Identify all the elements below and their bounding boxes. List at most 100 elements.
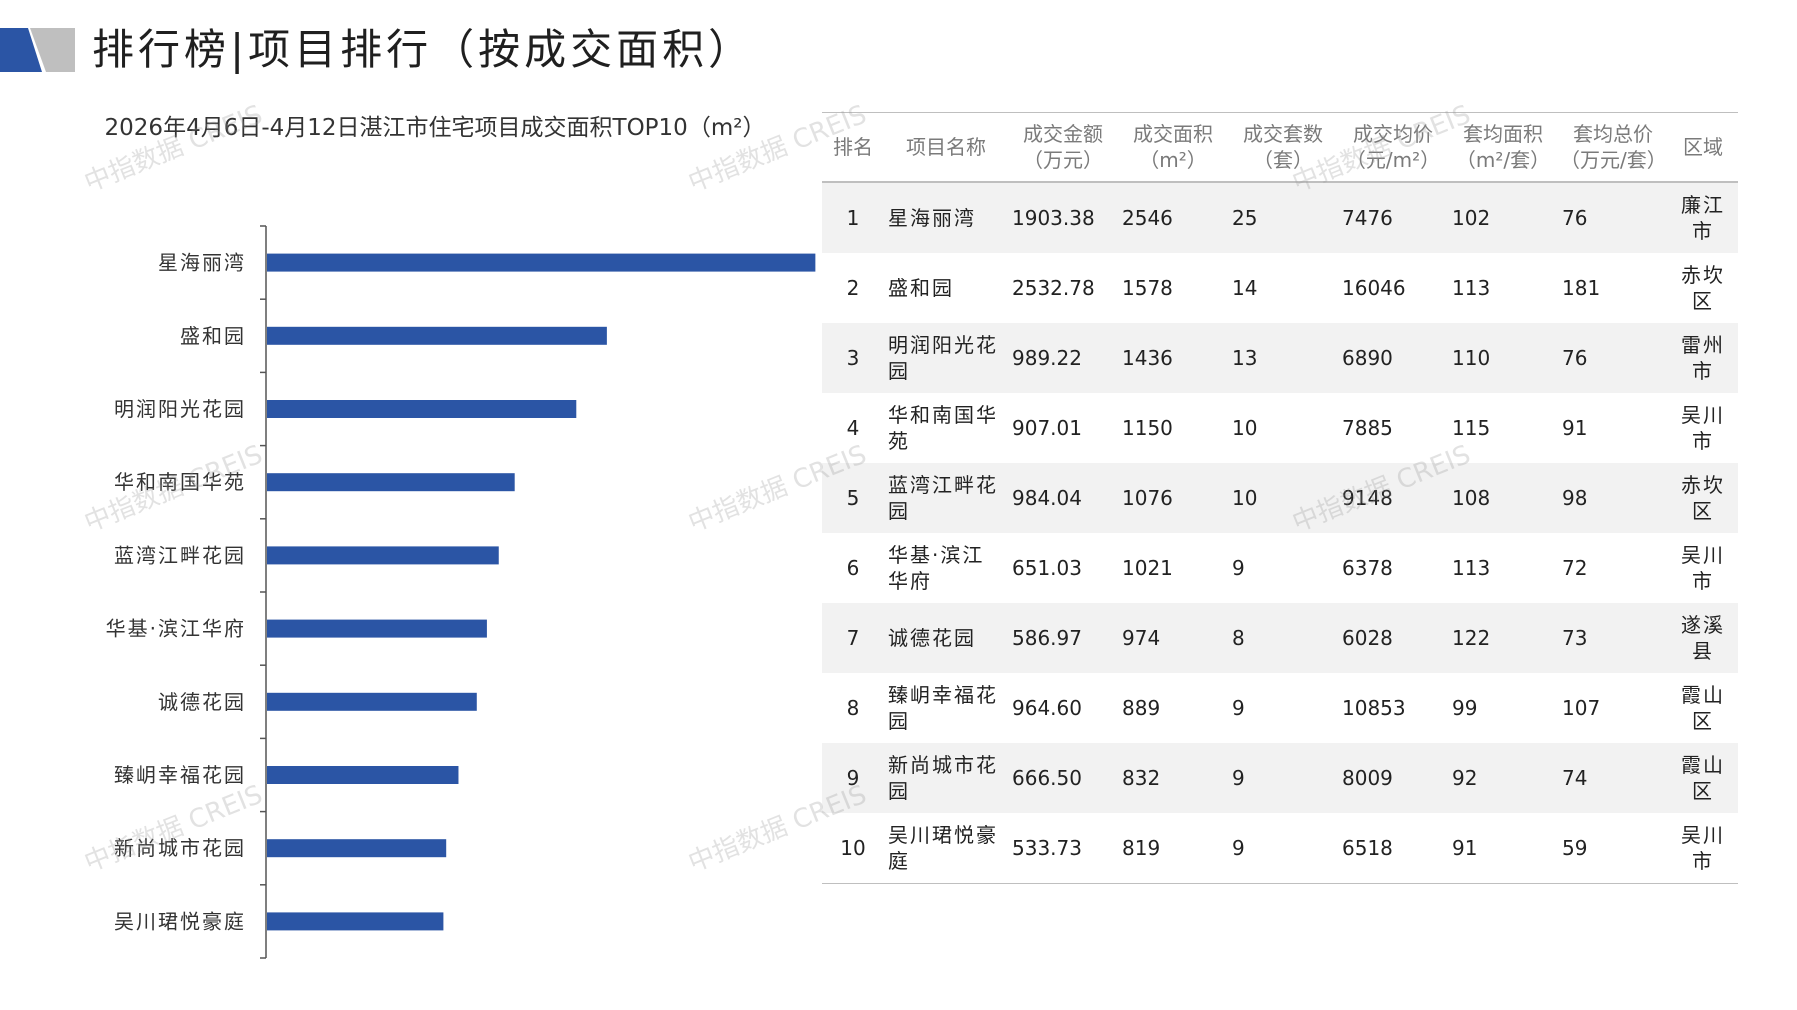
table-row: 7 诚德花园 586.97 974 8 6028 122 73 遂溪县	[822, 603, 1738, 673]
area-cell: 1021	[1122, 556, 1173, 580]
project-name-cell: 诚德花园	[884, 603, 1008, 673]
table-row: 9 新尚城市花园 666.50 832 9 8009 92 74 霞山区	[822, 743, 1738, 813]
avg-price-cell: 10853	[1342, 696, 1406, 720]
column-header: 套均总价（万元/套）	[1558, 112, 1668, 183]
bar	[267, 619, 487, 638]
rank-cell: 6	[846, 556, 860, 580]
project-name-cell: 蓝湾江畔花园	[884, 463, 1008, 533]
area-cell: 1578	[1122, 276, 1173, 300]
amount-cell: 989.22	[1008, 323, 1118, 393]
project-name-cell: 星海丽湾	[884, 182, 1008, 253]
avg-price-cell: 9148	[1338, 463, 1448, 533]
title-bar: 排行榜|项目排行（按成交面积）	[0, 0, 1797, 100]
avg-price-cell: 6028	[1338, 603, 1448, 673]
rank-cell: 10	[822, 813, 884, 884]
avg-total-cell: 98	[1558, 463, 1668, 533]
area-cell: 2546	[1118, 182, 1228, 253]
project-name-cell: 明润阳光花园	[884, 323, 1008, 393]
region-cell: 霞山区	[1668, 743, 1738, 813]
area-cell: 1076	[1118, 463, 1228, 533]
area-cell: 889	[1122, 696, 1161, 720]
bar-chart: 星海丽湾盛和园明润阳光花园华和南国华苑蓝湾江畔花园华基·滨江华府诚德花园臻岄幸福…	[106, 225, 816, 959]
amount-cell: 533.73	[1008, 813, 1118, 884]
avg-area-cell: 113	[1452, 556, 1491, 580]
area-cell: 974	[1118, 603, 1228, 673]
amount-cell: 651.03	[1012, 556, 1082, 580]
table-row: 6 华基·滨江华府 651.03 1021 9 6378 113 72 吴川市	[822, 533, 1738, 603]
avg-area-cell: 110	[1448, 323, 1558, 393]
units-cell: 9	[1232, 556, 1245, 580]
bar	[267, 473, 515, 492]
area-cell: 819	[1118, 813, 1228, 884]
units-cell: 9	[1232, 696, 1245, 720]
region-cell: 吴川市	[1681, 403, 1725, 453]
units-cell: 9	[1228, 743, 1338, 813]
rank-cell: 1	[822, 182, 884, 253]
avg-area-cell: 113	[1452, 276, 1491, 300]
region-cell: 赤坎区	[1681, 263, 1725, 313]
avg-total-cell: 91	[1562, 416, 1588, 440]
avg-area-cell: 92	[1448, 743, 1558, 813]
bar	[267, 253, 816, 272]
units-cell: 9	[1228, 813, 1338, 884]
units-cell: 14	[1232, 276, 1258, 300]
avg-area-cell: 99	[1452, 696, 1478, 720]
project-name-cell: 华基·滨江华府	[888, 543, 985, 593]
project-name-cell: 华和南国华苑	[888, 403, 998, 453]
column-header: 区域	[1668, 112, 1738, 183]
rank-cell: 5	[822, 463, 884, 533]
avg-price-cell: 8009	[1338, 743, 1448, 813]
project-name-cell: 新尚城市花园	[884, 743, 1008, 813]
column-header: 成交套数（套）	[1228, 112, 1338, 183]
bar	[267, 766, 459, 784]
page-title: 排行榜|项目排行（按成交面积）	[92, 25, 755, 74]
column-header: 成交面积（m²）	[1118, 112, 1228, 183]
region-cell: 吴川市	[1681, 543, 1725, 593]
region-cell: 赤坎区	[1668, 463, 1738, 533]
table-row: 8 臻岄幸福花园 964.60 889 9 10853 99 107 霞山区	[822, 673, 1738, 743]
column-header: 成交金额（万元）	[1008, 112, 1118, 183]
category-label: 盛和园	[180, 324, 246, 348]
amount-cell: 984.04	[1008, 463, 1118, 533]
avg-total-cell: 74	[1558, 743, 1668, 813]
title-decoration	[0, 28, 75, 72]
category-label: 星海丽湾	[158, 251, 246, 275]
chart-title: 2026年4月6日-4月12日湛江市住宅项目成交面积TOP10（m²）	[104, 115, 766, 141]
region-cell: 廉江市	[1668, 182, 1738, 253]
table-header: 排名 项目名称 成交金额（万元） 成交面积（m²） 成交套数（套） 成交均价（元/m²）套…	[822, 112, 1738, 183]
avg-price-cell: 6518	[1338, 813, 1448, 884]
avg-total-cell: 181	[1562, 276, 1601, 300]
area-cell: 832	[1118, 743, 1228, 813]
rank-cell: 3	[822, 323, 884, 393]
table-body: 1 星海丽湾 1903.38 2546 25 7476 102 76 廉江市 2 盛和园 2532.7…	[822, 182, 1738, 884]
area-cell: 1436	[1118, 323, 1228, 393]
region-cell: 遂溪县	[1668, 603, 1738, 673]
avg-area-cell: 102	[1448, 182, 1558, 253]
avg-total-cell: 76	[1558, 323, 1668, 393]
avg-price-cell: 7476	[1338, 182, 1448, 253]
column-header: 成交均价（元/m²）	[1338, 112, 1448, 183]
amount-cell: 2532.78	[1012, 276, 1095, 300]
rank-cell: 4	[846, 416, 860, 440]
bar	[267, 912, 444, 931]
region-cell: 霞山区	[1681, 683, 1725, 733]
ranking-table-container: 排名 项目名称 成交金额（万元） 成交面积（m²） 成交套数（套） 成交均价（元/m²）套…	[822, 112, 1738, 884]
category-label: 诚德花园	[158, 690, 246, 714]
project-name-cell: 臻岄幸福花园	[888, 683, 998, 733]
avg-price-cell: 6890	[1338, 323, 1448, 393]
amount-cell: 907.01	[1012, 416, 1082, 440]
avg-total-cell: 73	[1558, 603, 1668, 673]
avg-total-cell: 76	[1558, 182, 1668, 253]
table-row: 4 华和南国华苑 907.01 1150 10 7885 115 91 吴川市	[822, 393, 1738, 463]
units-cell: 13	[1228, 323, 1338, 393]
units-cell: 8	[1228, 603, 1338, 673]
amount-cell: 964.60	[1012, 696, 1082, 720]
table-row: 10 吴川珺悦豪庭 533.73 819 9 6518 91 59 吴川市	[822, 813, 1738, 884]
rank-cell: 2	[846, 276, 860, 300]
avg-total-cell: 59	[1558, 813, 1668, 884]
units-cell: 10	[1228, 463, 1338, 533]
rank-cell: 7	[822, 603, 884, 673]
avg-price-cell: 16046	[1342, 276, 1406, 300]
amount-cell: 666.50	[1008, 743, 1118, 813]
avg-area-cell: 91	[1448, 813, 1558, 884]
